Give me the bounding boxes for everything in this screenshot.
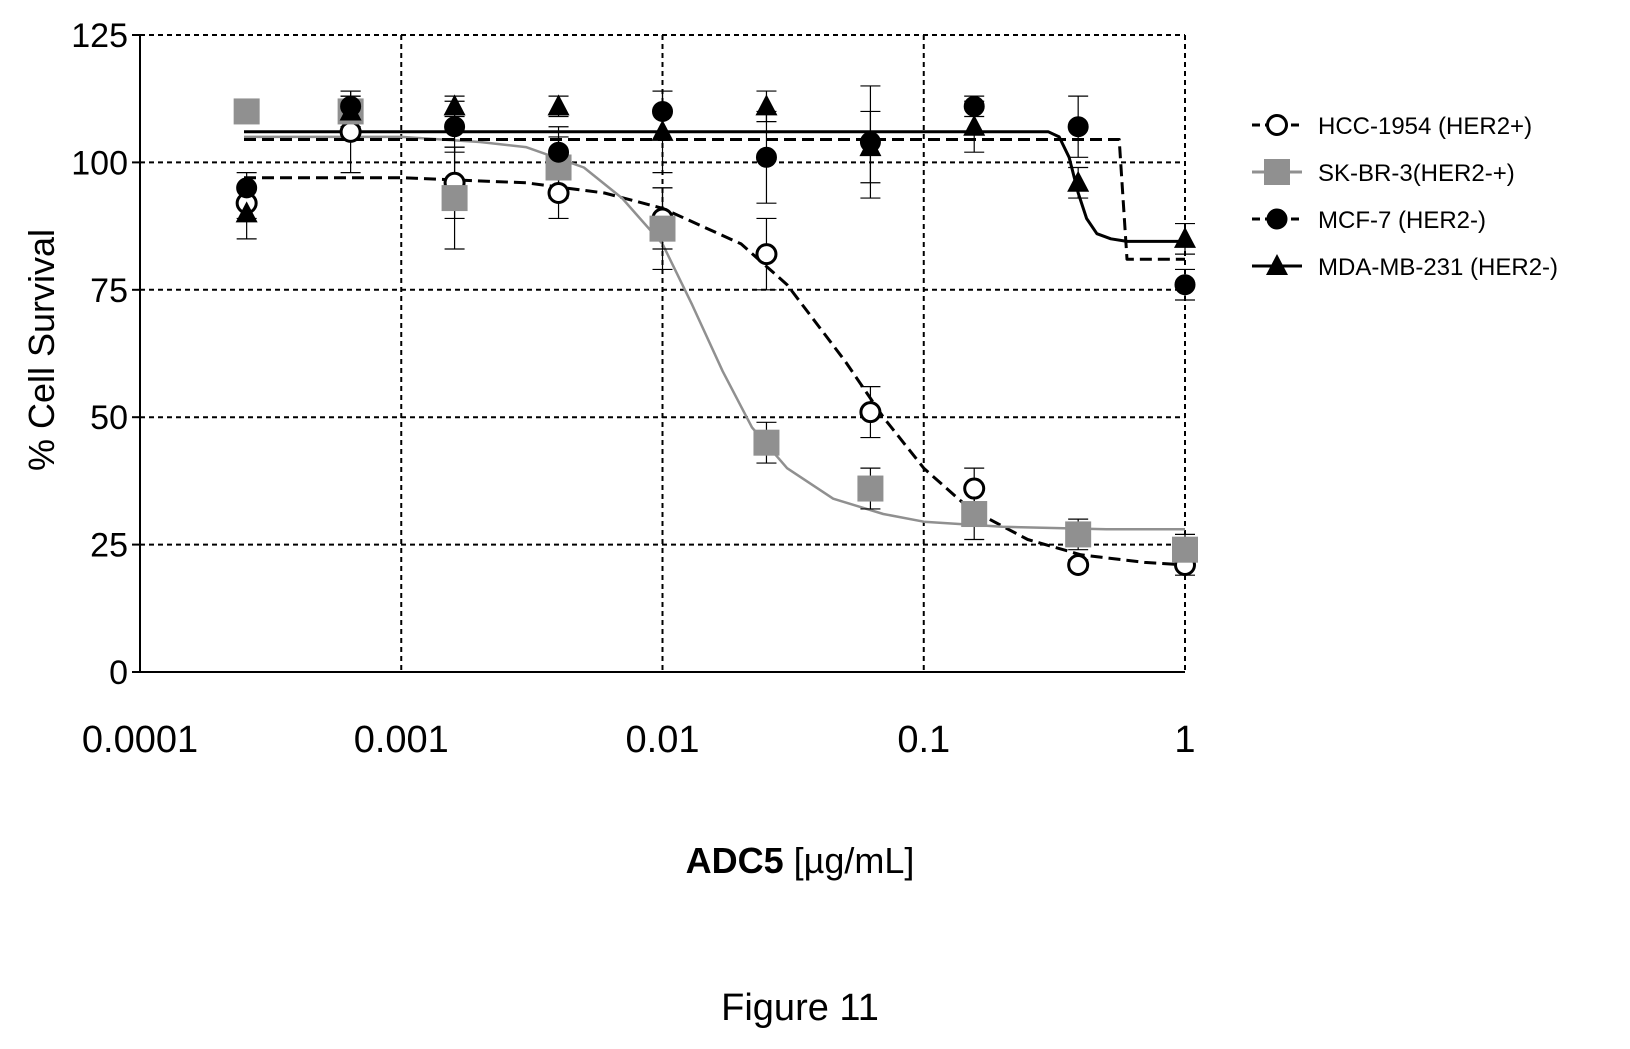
x-tick-label: 0.0001: [82, 719, 198, 761]
x-axis-label-bold: ADC5: [686, 840, 784, 881]
data-point-series-2: [1065, 521, 1092, 548]
x-tick-label: 0.1: [897, 719, 950, 761]
data-point-series-1: [339, 120, 362, 143]
legend-label: SK-BR-3(HER2-+): [1318, 160, 1515, 187]
data-point-series-4: [651, 119, 674, 141]
x-tick-label: 1: [1174, 719, 1195, 761]
data-point-series-2: [233, 98, 260, 125]
y-axis-label: % Cell Survival: [21, 229, 62, 471]
legend-marker: [1266, 208, 1288, 230]
y-tick-label: 0: [109, 654, 128, 692]
legend-marker: [1266, 114, 1288, 136]
data-point-series-4: [1067, 170, 1090, 192]
data-point-series-2: [857, 475, 884, 502]
fit-curve-series-3: [244, 138, 1185, 261]
x-tick-label: 0.01: [626, 719, 700, 761]
data-point-series-3: [444, 116, 466, 138]
x-tick-label: 0.001: [354, 719, 449, 761]
data-point-series-4: [339, 99, 362, 121]
data-point-series-3: [652, 100, 673, 122]
data-point-series-4: [443, 94, 466, 116]
figure-caption: Figure 11: [721, 987, 879, 1029]
data-point-series-2: [961, 501, 988, 528]
legend-label: HCC-1954 (HER2+): [1318, 113, 1532, 140]
legend-marker: [1264, 159, 1290, 185]
x-axis-label: ADC5 [µg/mL]: [686, 840, 915, 881]
data-point-series-3: [1067, 116, 1089, 138]
data-point-series-3: [548, 141, 570, 163]
legend: HCC-1954 (HER2+) SK-BR-3(HER2-+) MCF-7 (HE…: [1252, 113, 1558, 281]
data-point-series-2: [441, 185, 468, 212]
data-point-series-2: [1172, 536, 1198, 563]
data-point-series-1: [1067, 553, 1090, 576]
y-tick-label: 125: [71, 17, 128, 55]
legend-entry: HCC-1954 (HER2+): [1252, 113, 1532, 140]
data-point-series-2: [649, 215, 676, 242]
legend-label: MCF-7 (HER2-): [1318, 207, 1486, 234]
data-point-series-4: [235, 201, 258, 223]
fit-curve-series-1: [244, 176, 1186, 567]
data-point-series-2: [753, 429, 780, 456]
data-point-series-3: [963, 95, 985, 117]
legend-entry: MCF-7 (HER2-): [1252, 207, 1486, 234]
tick-labels: 0 25 50 75 100 125 0.0001 0.001 0.01 0.1 1: [71, 17, 1195, 761]
x-axis-label-unit: [µg/mL]: [784, 840, 915, 881]
legend-label: MDA-MB-231 (HER2-): [1318, 254, 1558, 281]
fit-curve-series-4: [244, 130, 1185, 243]
data-point-series-1: [755, 243, 778, 266]
y-tick-label: 50: [90, 399, 128, 437]
data-point-series-4: [1174, 226, 1196, 248]
legend-marker: [1266, 254, 1288, 275]
data-point-series-4: [859, 135, 882, 157]
data-point-series-3: [236, 177, 258, 199]
y-tick-label: 25: [90, 527, 128, 565]
y-tick-label: 75: [90, 272, 128, 310]
axes: [139, 35, 1185, 673]
data-point-series-4: [963, 114, 986, 136]
data-point-series-4: [547, 94, 570, 116]
data-points: [233, 94, 1198, 576]
error-bars: [236, 85, 1195, 576]
fit-curves: [244, 130, 1186, 567]
data-point-series-4: [755, 94, 778, 116]
legend-entry: SK-BR-3(HER2-+): [1252, 159, 1515, 187]
data-point-series-1: [547, 181, 570, 204]
data-point-series-1: [859, 401, 882, 424]
fit-curve-series-2: [244, 135, 1185, 531]
data-point-series-3: [755, 146, 777, 168]
legend-entry: MDA-MB-231 (HER2-): [1252, 254, 1558, 281]
data-point-series-1: [963, 477, 986, 500]
data-point-series-3: [1174, 274, 1196, 296]
y-tick-label: 100: [71, 144, 128, 182]
